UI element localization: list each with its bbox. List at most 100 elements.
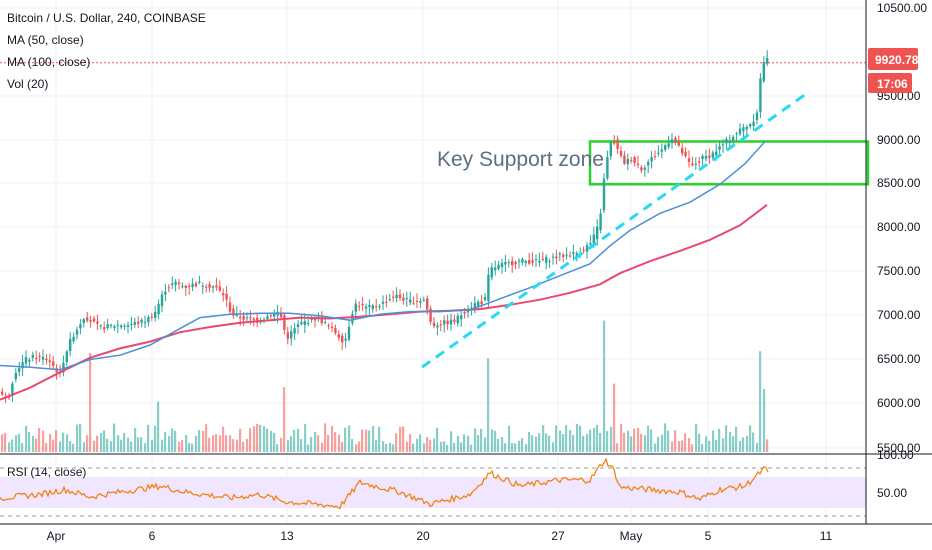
legend-ma100[interactable]: MA (100, close) (7, 55, 90, 69)
candle-body (45, 358, 48, 360)
volume-bar (154, 425, 157, 452)
volume-bar (644, 435, 647, 452)
legend-ma50[interactable]: MA (50, close) (7, 33, 84, 47)
candle-body (123, 325, 126, 327)
candle-body (188, 285, 191, 288)
candle-body (500, 263, 504, 268)
candle-body (511, 260, 514, 266)
candle-body (766, 57, 769, 64)
candle-body (558, 253, 561, 255)
volume-bar (205, 424, 208, 452)
candle-body (269, 315, 272, 317)
candle-body (619, 150, 623, 156)
volume-bar (385, 443, 388, 452)
volume-bar (151, 439, 154, 452)
candle-body (749, 124, 752, 127)
volume-bar (695, 424, 698, 452)
candle-body (687, 158, 691, 162)
price-axis[interactable]: 5500.00 6000.00 6500.00 7000.00 7500.00 8000.… (877, 1, 927, 455)
candle-body (521, 259, 524, 263)
candle-body (14, 373, 17, 380)
candle-body (470, 307, 473, 309)
volume-bar (113, 423, 116, 452)
time-tick-label-5: May (620, 529, 643, 543)
volume-bar (399, 426, 402, 452)
candle-body (606, 156, 609, 179)
candle-body (670, 139, 674, 143)
candle-body (517, 260, 521, 262)
volume-bar (86, 435, 89, 452)
candle-body (266, 316, 269, 320)
volume-bar (208, 437, 211, 452)
volume-bar (729, 431, 732, 452)
volume-bar (181, 439, 184, 452)
volume-bar (232, 439, 235, 452)
volume-bar (239, 428, 242, 452)
candle-body (354, 303, 357, 312)
candle-body (232, 308, 235, 316)
candle-body (732, 136, 735, 141)
candle-body (681, 147, 684, 154)
ma50-line (0, 140, 766, 371)
volume-bar (280, 437, 283, 452)
candle-body (330, 326, 334, 328)
price-tick-label-3: 7000.00 (877, 308, 921, 322)
price-tick-label-7: 9000.00 (877, 133, 921, 147)
volume-bar (739, 440, 742, 452)
support-zone-label: Key Support zone (437, 148, 604, 171)
volume-bar (525, 444, 528, 452)
volume-bar (161, 439, 164, 452)
candle-body (708, 155, 711, 158)
candle-body (41, 357, 45, 360)
candle-body (79, 324, 82, 329)
candle-body (341, 335, 344, 343)
candle-body (725, 139, 728, 144)
volume-bar (484, 437, 487, 452)
time-tick-label-0: Apr (47, 529, 66, 543)
candle-body (449, 319, 453, 325)
volume-bar (742, 437, 745, 452)
volume-bar (450, 431, 453, 452)
volume-bar (691, 444, 694, 452)
volume-bar (72, 443, 75, 452)
volume-bar (334, 432, 337, 452)
volume-bar (460, 442, 463, 452)
legend-rsi[interactable]: RSI (14, close) (7, 465, 86, 479)
last-price-tag-box (868, 48, 918, 70)
candle-body (307, 322, 310, 324)
candle-body (21, 362, 24, 369)
volume-bar (21, 443, 24, 452)
volume-bar (106, 438, 109, 452)
candle-body (191, 283, 194, 288)
volume-bar (317, 435, 320, 452)
candle-body (609, 142, 612, 157)
volume-bar (314, 432, 317, 452)
candle-body (674, 137, 677, 143)
candle-body (755, 112, 759, 121)
volume-bar (144, 443, 147, 452)
candle-body (466, 309, 470, 313)
rsi-tick-top: 100.00 (877, 448, 914, 462)
candle-body (164, 291, 167, 295)
chart-title: Bitcoin / U.S. Dollar, 240, COINBASE (7, 11, 206, 25)
time-axis[interactable]: Apr 6 13 20 27 May 5 11 (47, 529, 833, 543)
volume-bar (732, 436, 735, 452)
volume-bar (463, 434, 466, 452)
volume-bar (242, 441, 245, 452)
legend-volume[interactable]: Vol (20) (7, 77, 48, 91)
volume-bar (440, 441, 443, 452)
volume-bar (256, 423, 259, 452)
candle-body (684, 151, 687, 156)
candle-body (480, 301, 483, 305)
volume-bar (443, 441, 446, 452)
volume-bar (565, 425, 568, 452)
volume-bar (735, 426, 738, 452)
candle-body (436, 325, 439, 328)
candle-body (99, 325, 102, 327)
candle-body (7, 396, 11, 398)
candle-body (249, 317, 252, 319)
volume-bar (348, 425, 351, 452)
candle-body (691, 163, 694, 166)
trend-line[interactable] (421, 89, 811, 369)
